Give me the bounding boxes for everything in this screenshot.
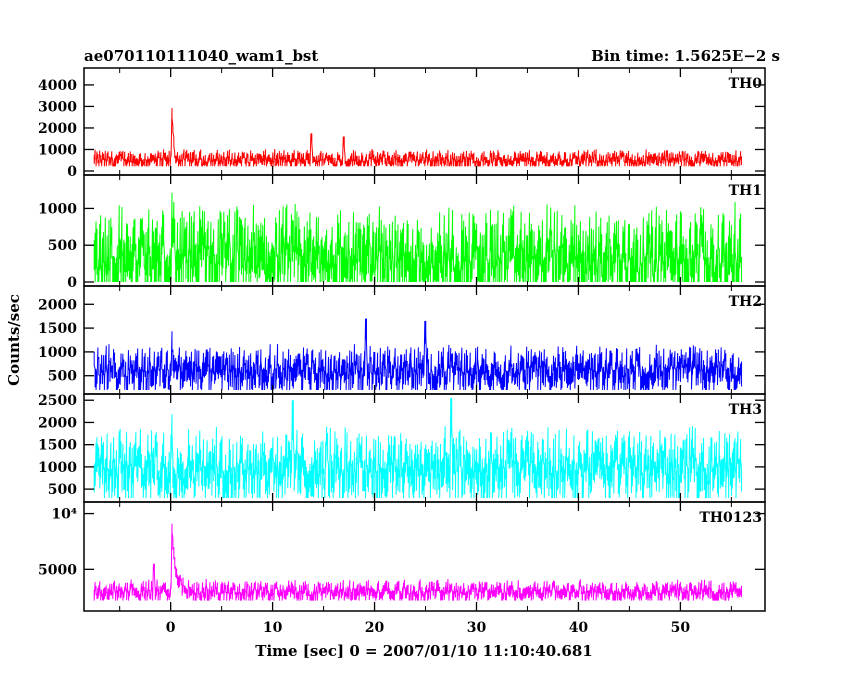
x-axis-label: Time [sec] 0 = 2007/01/10 11:10:40.681 <box>255 642 592 660</box>
panel-name: TH1 <box>729 183 762 199</box>
y-tick-label: 1000 <box>38 142 77 158</box>
panel-th0: 0 1000 2000 3000 4000 TH0 <box>38 67 766 180</box>
y-tick-label: 1500 <box>38 321 77 337</box>
y-tick-label: 2500 <box>38 393 77 409</box>
x-tick-label: 40 <box>569 620 589 636</box>
observation-id: ae070110111040_wam1_bst <box>84 47 318 65</box>
panel-frame <box>83 501 766 612</box>
x-tick-label: 10 <box>263 620 283 636</box>
y-tick-label: 500 <box>48 369 77 385</box>
x-tick-label: 0 <box>166 620 176 636</box>
x-tick-label: 50 <box>671 620 691 636</box>
y-tick-label: 500 <box>48 238 77 254</box>
series-th1 <box>93 192 743 283</box>
series-th2 <box>93 318 743 391</box>
panel-th0123: 5000 10⁴ TH0123 <box>38 501 766 612</box>
y-tick-label: 0 <box>67 164 77 180</box>
series-th0 <box>93 107 743 167</box>
y-tick-label: 0 <box>67 275 77 291</box>
y-tick-label: 5000 <box>38 562 77 578</box>
series-th0123 <box>93 523 743 601</box>
x-tick-label: 20 <box>365 620 385 636</box>
y-tick-label: 500 <box>48 482 77 498</box>
y-tick-label: 1000 <box>38 345 77 361</box>
panel-name: TH2 <box>729 294 762 310</box>
panel-name: TH3 <box>729 402 762 418</box>
y-axis-label: Counts/sec <box>5 294 23 386</box>
panel-name: TH0123 <box>699 510 762 526</box>
y-tick-label: 2000 <box>38 297 77 313</box>
bin-time: Bin time: 1.5625E−2 s <box>591 47 780 65</box>
y-tick-label: 1000 <box>38 460 77 476</box>
panel-name: TH0 <box>729 76 763 92</box>
y-tick-label: 4000 <box>38 78 77 94</box>
y-tick-label: 1000 <box>38 201 77 217</box>
y-tick-label: 2000 <box>38 121 77 137</box>
y-tick-label: 3000 <box>38 99 77 115</box>
y-tick-label: 10⁴ <box>51 507 77 523</box>
series-th3 <box>93 397 743 499</box>
panel-th2: 500 1000 1500 2000 TH2 <box>38 285 766 395</box>
panel-th1: 0 500 1000 TH1 <box>38 174 766 291</box>
y-tick-label: 2000 <box>38 415 77 431</box>
panel-th3: 500 1000 1500 2000 2500 TH3 <box>38 393 766 503</box>
y-tick-label: 1500 <box>38 438 77 454</box>
x-tick-label: 30 <box>467 620 487 636</box>
